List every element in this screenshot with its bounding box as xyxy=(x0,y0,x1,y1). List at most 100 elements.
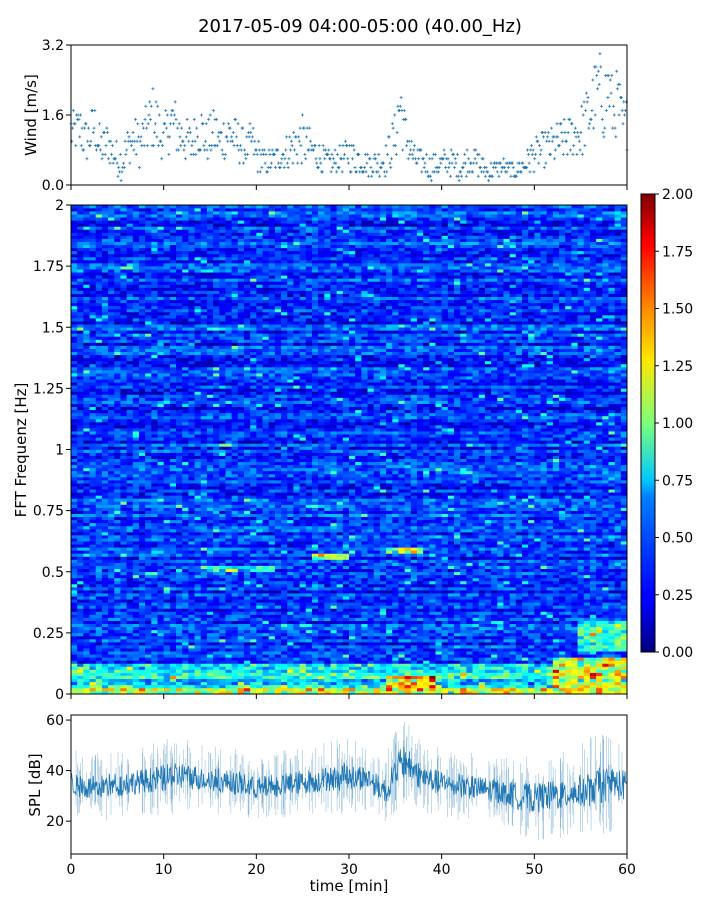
spectrogram-cell xyxy=(108,590,115,594)
spectrogram-cell xyxy=(534,687,541,692)
spectrogram-cell xyxy=(614,645,622,649)
wind-point xyxy=(606,96,610,99)
spectrogram-cell xyxy=(274,678,282,683)
wind-point xyxy=(228,126,232,130)
wind-point xyxy=(399,96,403,99)
spectrogram-cell xyxy=(367,654,375,658)
spectrogram-cell xyxy=(546,675,554,680)
spectrogram-cell xyxy=(515,657,523,661)
spectrogram-cell xyxy=(460,635,467,640)
wind-point xyxy=(268,152,272,156)
spectrogram-cell xyxy=(472,638,480,643)
spectrogram-cell xyxy=(583,599,591,603)
spectrogram-cell xyxy=(552,593,560,597)
spectrogram-cell xyxy=(188,623,195,628)
spectrogram-cell xyxy=(71,690,78,695)
wind-point xyxy=(328,157,332,161)
spectrogram-cell xyxy=(540,657,548,661)
spectrogram-cell xyxy=(213,635,220,640)
spectrogram-cell xyxy=(559,580,566,585)
spectrogram-cell xyxy=(441,690,449,695)
spectrogram-cell xyxy=(157,596,165,600)
spectrogram-cell xyxy=(596,565,603,569)
spectrogram-cell xyxy=(478,593,486,597)
spectrogram-cell xyxy=(460,684,467,689)
spectrogram-cell xyxy=(305,568,313,573)
spectrogram-cell xyxy=(503,571,511,576)
spectrogram-cell xyxy=(497,632,504,637)
spectrogram-cell xyxy=(256,651,263,655)
spectrogram-cell xyxy=(367,608,375,612)
spectrogram-cell xyxy=(213,596,220,600)
wind-point xyxy=(172,122,176,126)
spectrogram-cell xyxy=(225,642,233,646)
spectrogram-cell xyxy=(157,675,165,680)
spectrogram-cell xyxy=(416,672,424,676)
spectrogram-cell xyxy=(101,559,109,563)
spectrogram-cell xyxy=(188,617,195,621)
spectrogram-cell xyxy=(71,632,78,637)
spectrogram-cell xyxy=(373,684,381,689)
spectrogram-cell xyxy=(274,565,282,569)
spectrogram-cell xyxy=(596,632,603,637)
spectrogram-cell xyxy=(206,611,214,615)
spectrogram-cell xyxy=(71,657,78,661)
spectrogram-cell xyxy=(188,651,195,655)
spectrogram-cell xyxy=(534,565,541,569)
spectrogram-cell xyxy=(534,577,541,582)
spectrogram-cell xyxy=(379,605,387,609)
spectrogram-cell xyxy=(200,596,208,600)
spectrogram-cell xyxy=(243,593,251,597)
spectrogram-cell xyxy=(101,635,109,640)
wind-point xyxy=(222,122,226,126)
spectrogram-cell xyxy=(305,614,313,618)
spectrogram-cell xyxy=(120,642,127,646)
wind-point xyxy=(136,122,140,126)
spectrogram-cell xyxy=(472,620,480,625)
spectrogram-cell xyxy=(373,553,381,557)
spectrogram-cell xyxy=(441,587,449,591)
spectrogram-cell xyxy=(311,620,319,625)
spectrogram-cell xyxy=(324,663,331,667)
spectrogram-cell xyxy=(287,620,294,625)
spectrogram-cell xyxy=(349,571,356,576)
wind-point xyxy=(341,144,345,148)
spectrogram-cell xyxy=(410,663,418,667)
spectrogram-cell xyxy=(281,574,288,579)
spectrogram-cell xyxy=(77,626,84,631)
spectrogram-cell xyxy=(509,657,517,661)
spectrogram-cell xyxy=(404,672,412,676)
spectrogram-cell xyxy=(355,596,362,600)
spectrogram-cell xyxy=(89,593,97,597)
spectrogram-cell xyxy=(361,590,368,594)
spectrogram-cell xyxy=(355,550,362,554)
spectrogram-cell xyxy=(435,681,443,686)
spectrogram-cell xyxy=(182,626,189,631)
spectrogram-cells xyxy=(71,205,628,695)
spectrogram-cell xyxy=(95,638,103,643)
spectrogram-cell xyxy=(206,672,214,676)
spectrogram-cell xyxy=(262,599,270,603)
wind-point xyxy=(156,144,160,148)
spectrogram-cell xyxy=(324,651,331,655)
spectrogram-cell xyxy=(571,587,578,591)
spectrogram-cell xyxy=(163,684,171,689)
spectrogram-cell xyxy=(416,666,424,670)
spectrogram-cell xyxy=(330,669,338,673)
spectrogram-cell xyxy=(379,614,387,618)
spectrogram-cell xyxy=(386,580,393,585)
spectrogram-cell xyxy=(441,663,449,667)
spectrogram-cell xyxy=(206,608,214,612)
spectrogram-cell xyxy=(194,577,202,582)
spectrogram-cell xyxy=(225,605,233,609)
spectrogram-cell xyxy=(108,574,115,579)
spectrogram-cell xyxy=(176,583,183,588)
spectrogram-cell xyxy=(546,614,554,618)
spectrogram-cell xyxy=(336,617,344,621)
spectrogram-cell xyxy=(441,635,449,640)
wind-point xyxy=(315,161,319,165)
spectrogram-cell xyxy=(416,651,424,655)
spectrogram-cell xyxy=(509,577,517,582)
spectrogram-cell xyxy=(114,654,121,658)
spectrogram-cell xyxy=(466,590,473,594)
